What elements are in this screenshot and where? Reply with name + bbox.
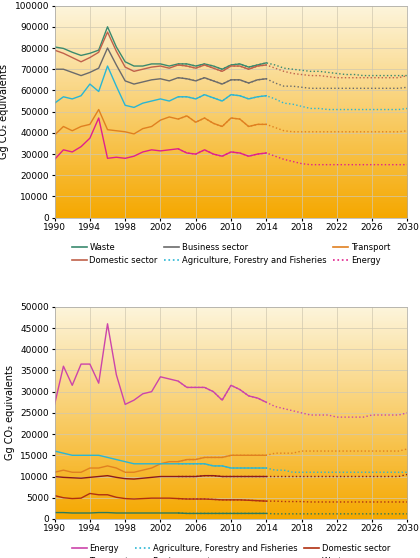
Y-axis label: Gg CO₂ equivalents: Gg CO₂ equivalents [0,64,9,159]
Legend: Waste, Domestic sector, Business sector, Agriculture, Forestry and Fisheries, Tr: Waste, Domestic sector, Business sector,… [72,243,390,265]
Legend: Energy, Transport, Agriculture, Forestry and Fisheries, Business sector, Domesti: Energy, Transport, Agriculture, Forestry… [72,544,390,558]
Y-axis label: Gg CO₂ equivalents: Gg CO₂ equivalents [5,365,15,460]
